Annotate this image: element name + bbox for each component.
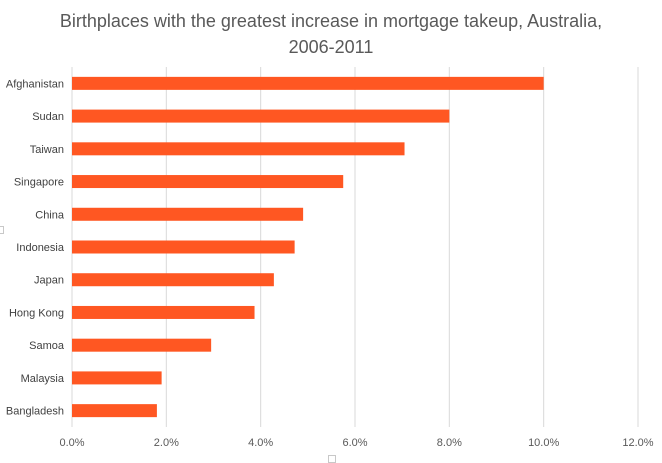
category-label: Sudan <box>32 111 64 123</box>
x-tick-label: 6.0% <box>342 437 367 449</box>
bar <box>72 142 405 156</box>
category-label: Bangladesh <box>6 406 64 418</box>
bar <box>72 109 450 123</box>
chart-title: Birthplaces with the greatest increase i… <box>0 8 662 60</box>
category-label: China <box>35 209 65 221</box>
category-label: Indonesia <box>16 242 65 254</box>
category-label: Samoa <box>29 340 65 352</box>
category-label: Hong Kong <box>9 307 64 319</box>
category-label: Malaysia <box>21 373 65 385</box>
bar <box>72 404 157 418</box>
bar <box>72 273 274 287</box>
chart-title-line-1: Birthplaces with the greatest increase i… <box>59 11 603 31</box>
bar <box>72 305 255 319</box>
category-label: Taiwan <box>30 144 64 156</box>
chart-title-line-2: 2006-2011 <box>288 37 374 57</box>
chart-frame-handle-left[interactable] <box>0 226 4 234</box>
bar <box>72 207 304 221</box>
chart-frame-handle-bottom[interactable] <box>328 455 336 463</box>
category-label: Singapore <box>14 177 64 189</box>
category-label: Afghanistan <box>6 78 64 90</box>
x-tick-label: 0.0% <box>59 437 84 449</box>
bar <box>72 76 544 90</box>
bar <box>72 338 212 352</box>
bar <box>72 371 162 385</box>
x-tick-label: 4.0% <box>248 437 273 449</box>
x-tick-label: 8.0% <box>437 437 462 449</box>
x-tick-label: 2.0% <box>154 437 179 449</box>
x-tick-label: 12.0% <box>622 437 653 449</box>
bar <box>72 240 295 254</box>
category-label: Japan <box>34 275 64 287</box>
x-tick-label: 10.0% <box>528 437 559 449</box>
bar <box>72 175 344 189</box>
